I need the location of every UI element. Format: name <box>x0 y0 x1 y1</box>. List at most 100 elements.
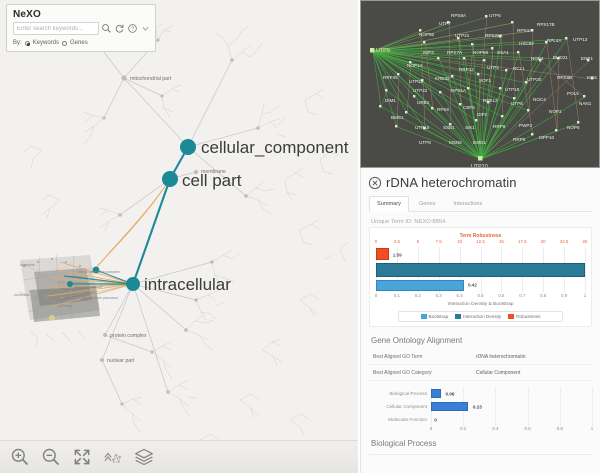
table-row: Best Aligned GO Term rDNA heterochromati… <box>369 349 592 365</box>
svg-text:UTP7: UTP7 <box>439 21 451 26</box>
fit-to-screen-icon[interactable] <box>72 447 92 467</box>
section-title-biological-process: Biological Process <box>371 439 437 448</box>
tree-label-membrane: membrane <box>201 169 226 175</box>
go-bar-biological-process <box>431 389 441 398</box>
term-detail-panel[interactable]: rDNA heterochromatin Summary Genes Inter… <box>360 168 600 473</box>
radio-keywords[interactable] <box>24 40 30 46</box>
svg-text:DIP2: DIP2 <box>477 112 488 117</box>
svg-text:NOP6: NOP6 <box>567 125 580 130</box>
robustness-plot: 1.59 0.42 <box>376 247 586 293</box>
radio-genes-label: Genes <box>70 40 88 46</box>
gridline <box>559 387 561 426</box>
svg-text:UTP21: UTP21 <box>455 33 470 38</box>
help-icon[interactable]: ? <box>127 23 138 34</box>
network-hub-utp9[interactable] <box>370 48 375 53</box>
svg-text:DIM1: DIM1 <box>385 98 396 103</box>
bar-label-robustness: 1.59 <box>392 252 402 258</box>
svg-text:RPS13: RPS13 <box>483 98 498 103</box>
bottom-axis-tick: 0 <box>374 293 378 298</box>
go-value-biological-process: 0.06 <box>445 391 455 396</box>
svg-text:URB1: URB1 <box>417 100 430 105</box>
radio-genes[interactable] <box>62 40 68 46</box>
go-term-key: Best Aligned GO Term <box>373 354 423 360</box>
tab-genes[interactable]: Genes <box>418 201 436 207</box>
view-toolbar[interactable] <box>0 440 358 473</box>
bottom-axis-tick: 0.1 <box>393 293 400 298</box>
chart-top-axis: 0 2.5 5 7.5 10 12.5 15 17.5 20 22.5 25 <box>375 239 588 247</box>
search-panel[interactable]: NeXO ? By: <box>6 4 156 52</box>
detail-tabs[interactable]: Summary Genes Interactions <box>361 196 600 212</box>
svg-text:SOF1: SOF1 <box>479 78 491 83</box>
search-by-label: By: <box>13 40 22 46</box>
zoom-out-icon[interactable] <box>41 447 61 467</box>
svg-text:NOP58: NOP58 <box>473 50 489 55</box>
go-axis-tick: 0 <box>429 426 433 431</box>
svg-text:NOP56: NOP56 <box>419 32 435 37</box>
svg-text:RPS6: RPS6 <box>437 107 449 112</box>
svg-text:UTP22: UTP22 <box>413 88 428 93</box>
zoom-in-icon[interactable] <box>10 447 30 467</box>
svg-text:UTP22: UTP22 <box>409 79 424 84</box>
legend-swatch-robustness <box>508 314 515 319</box>
chart-bottom-axis: 0 0.1 0.2 0.3 0.4 0.5 0.6 0.7 0.8 0.9 1 <box>374 293 587 301</box>
svg-text:UTP5: UTP5 <box>511 101 523 106</box>
refresh-icon[interactable] <box>114 23 125 34</box>
search-input[interactable] <box>13 22 99 35</box>
collapse-network-icon[interactable] <box>103 447 123 467</box>
svg-text:RRP5: RRP5 <box>513 137 526 142</box>
go-label-cellular-component: Cellular Component <box>386 404 427 409</box>
svg-text:?: ? <box>131 27 134 33</box>
bottom-axis-tick: 0.8 <box>540 293 547 298</box>
tree-label-protein-complex: protein complex <box>110 333 147 339</box>
tree-label-mitochondrial-part: mitochondrial part <box>130 76 172 82</box>
tree-node-sub-b[interactable] <box>67 281 73 287</box>
page-title: rDNA heterochromatin <box>386 175 517 190</box>
bar-label-bootstrap: 0.42 <box>467 282 477 288</box>
gridline <box>495 387 497 426</box>
top-axis-tick: 7.5 <box>435 239 442 244</box>
network-hub-utp10[interactable] <box>478 156 483 161</box>
tree-node-cell-part[interactable] <box>162 171 178 187</box>
go-label-biological-process: Biological Process <box>389 391 427 396</box>
tree-label-organelle: organelle <box>20 263 35 267</box>
gene-interaction-network[interactable]: RPS8A UTP6 UTP7 RPS17B NOP56 UTP21 RPS22… <box>360 0 600 168</box>
svg-text:PWP2: PWP2 <box>519 123 532 128</box>
tree-label-ribosomal-subunit: ribosomal subunit <box>74 285 102 289</box>
tab-summary[interactable]: Summary <box>369 196 409 212</box>
tree-node-sub-a[interactable] <box>92 266 100 274</box>
gridline <box>585 247 586 293</box>
legend-item-bootstrap: Bootstrap <box>420 314 448 319</box>
go-term-value: rDNA heterochromatin <box>476 354 526 360</box>
go-value-cellular-component: 0.23 <box>472 404 482 409</box>
top-axis-tick: 2.5 <box>393 239 400 244</box>
svg-text:BUD21: BUD21 <box>553 55 568 60</box>
go-axis-tick: 0.4 <box>492 426 499 431</box>
tab-interactions[interactable]: Interactions <box>453 201 483 207</box>
bottom-axis-tick: 1 <box>583 293 587 298</box>
svg-text:NOP1: NOP1 <box>549 109 562 114</box>
go-axis-tick: 1 <box>590 426 594 431</box>
layers-icon[interactable] <box>134 447 154 467</box>
tree-node-intracellular[interactable] <box>126 277 140 291</box>
legend-swatch-interaction-density <box>455 314 462 319</box>
close-circle-icon[interactable] <box>368 176 382 190</box>
bottom-axis-tick: 0.6 <box>498 293 505 298</box>
bottom-axis-tick: 0.2 <box>414 293 421 298</box>
bottom-axis-tick: 0.4 <box>456 293 463 298</box>
search-icon[interactable] <box>101 23 112 34</box>
chevron-down-icon[interactable] <box>140 23 151 34</box>
gene-network-graph[interactable]: RPS8A UTP6 UTP7 RPS17B NOP56 UTP21 RPS22… <box>361 1 600 168</box>
chart-title-term-robustness: Term Robustness <box>459 233 502 239</box>
ontology-tree-graph[interactable]: cellular_component cell part intracellul… <box>0 0 358 473</box>
biological-process-divider <box>369 454 592 455</box>
svg-text:RPS7A: RPS7A <box>447 50 463 55</box>
tree-node-cellular-component[interactable] <box>180 139 196 155</box>
top-axis-tick: 12.5 <box>476 239 485 244</box>
svg-text:CBF5: CBF5 <box>463 105 475 110</box>
svg-text:EMG1: EMG1 <box>473 140 486 145</box>
go-row-molecular-function: Molecular Function 0 <box>369 413 592 426</box>
svg-text:RRP12: RRP12 <box>459 67 474 72</box>
ontology-tree-panel[interactable]: cellular_component cell part intracellul… <box>0 0 358 473</box>
svg-text:POL5: POL5 <box>567 91 579 96</box>
top-axis-tick: 15 <box>498 239 504 244</box>
